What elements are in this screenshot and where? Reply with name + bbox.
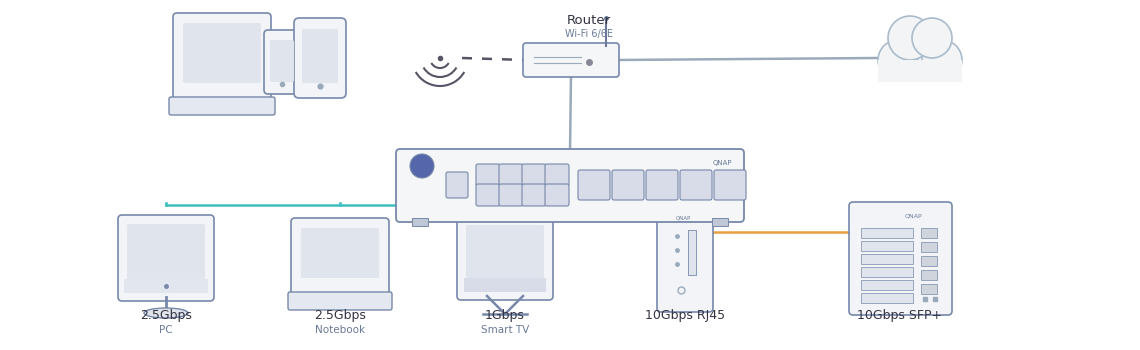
FancyBboxPatch shape (119, 215, 214, 301)
FancyBboxPatch shape (679, 170, 712, 200)
Text: 1Gbps: 1Gbps (484, 308, 524, 322)
FancyBboxPatch shape (302, 29, 337, 83)
Bar (861, 241, 913, 251)
Text: 10Gbps RJ45: 10Gbps RJ45 (645, 308, 725, 322)
FancyBboxPatch shape (457, 216, 553, 300)
FancyBboxPatch shape (184, 23, 261, 83)
Bar (921, 242, 937, 252)
FancyBboxPatch shape (499, 184, 523, 206)
FancyBboxPatch shape (291, 218, 389, 298)
Text: Smart TV: Smart TV (481, 325, 529, 335)
Text: QNAP: QNAP (675, 216, 691, 220)
FancyBboxPatch shape (264, 30, 300, 94)
Text: 2.5Gbps: 2.5Gbps (314, 308, 366, 322)
Bar (921, 256, 937, 266)
Bar (412, 218, 428, 226)
Circle shape (410, 154, 434, 178)
FancyBboxPatch shape (646, 170, 678, 200)
FancyBboxPatch shape (545, 164, 569, 186)
FancyBboxPatch shape (396, 149, 744, 222)
Bar (861, 267, 913, 277)
Text: Notebook: Notebook (315, 325, 365, 335)
FancyBboxPatch shape (477, 184, 500, 206)
Bar (878, 60, 962, 82)
Bar (861, 254, 913, 264)
Circle shape (891, 22, 948, 78)
Text: Router: Router (567, 14, 611, 27)
FancyBboxPatch shape (127, 224, 205, 282)
FancyBboxPatch shape (612, 170, 644, 200)
Bar (861, 293, 913, 303)
Bar (861, 280, 913, 290)
Bar (921, 270, 937, 280)
FancyBboxPatch shape (477, 164, 500, 186)
FancyBboxPatch shape (578, 170, 610, 200)
Text: 10Gbps SFP+: 10Gbps SFP+ (857, 308, 943, 322)
FancyBboxPatch shape (270, 40, 294, 82)
Bar (124, 279, 207, 293)
FancyBboxPatch shape (522, 164, 546, 186)
Text: 2.5Gbps: 2.5Gbps (140, 308, 192, 322)
Bar (712, 218, 728, 226)
FancyBboxPatch shape (545, 184, 569, 206)
FancyBboxPatch shape (523, 43, 619, 77)
FancyBboxPatch shape (446, 172, 469, 198)
Circle shape (888, 16, 933, 60)
FancyBboxPatch shape (714, 170, 746, 200)
Bar (921, 228, 937, 238)
FancyBboxPatch shape (169, 97, 275, 115)
Bar (464, 278, 546, 292)
FancyBboxPatch shape (499, 164, 523, 186)
FancyBboxPatch shape (301, 228, 378, 278)
Ellipse shape (144, 308, 188, 318)
FancyBboxPatch shape (173, 13, 271, 103)
Text: QNAP: QNAP (712, 160, 732, 166)
FancyBboxPatch shape (294, 18, 347, 98)
Text: Wi-Fi 6/6E: Wi-Fi 6/6E (565, 29, 613, 39)
Bar (921, 284, 937, 294)
Text: PC: PC (160, 325, 173, 335)
FancyBboxPatch shape (657, 204, 712, 312)
Circle shape (878, 40, 918, 80)
Circle shape (922, 40, 962, 80)
FancyBboxPatch shape (849, 202, 952, 315)
FancyBboxPatch shape (466, 225, 544, 279)
Bar (861, 228, 913, 238)
Bar (689, 230, 697, 275)
Text: QNAP: QNAP (904, 214, 922, 218)
Circle shape (912, 18, 952, 58)
FancyBboxPatch shape (522, 184, 546, 206)
FancyBboxPatch shape (288, 292, 392, 310)
